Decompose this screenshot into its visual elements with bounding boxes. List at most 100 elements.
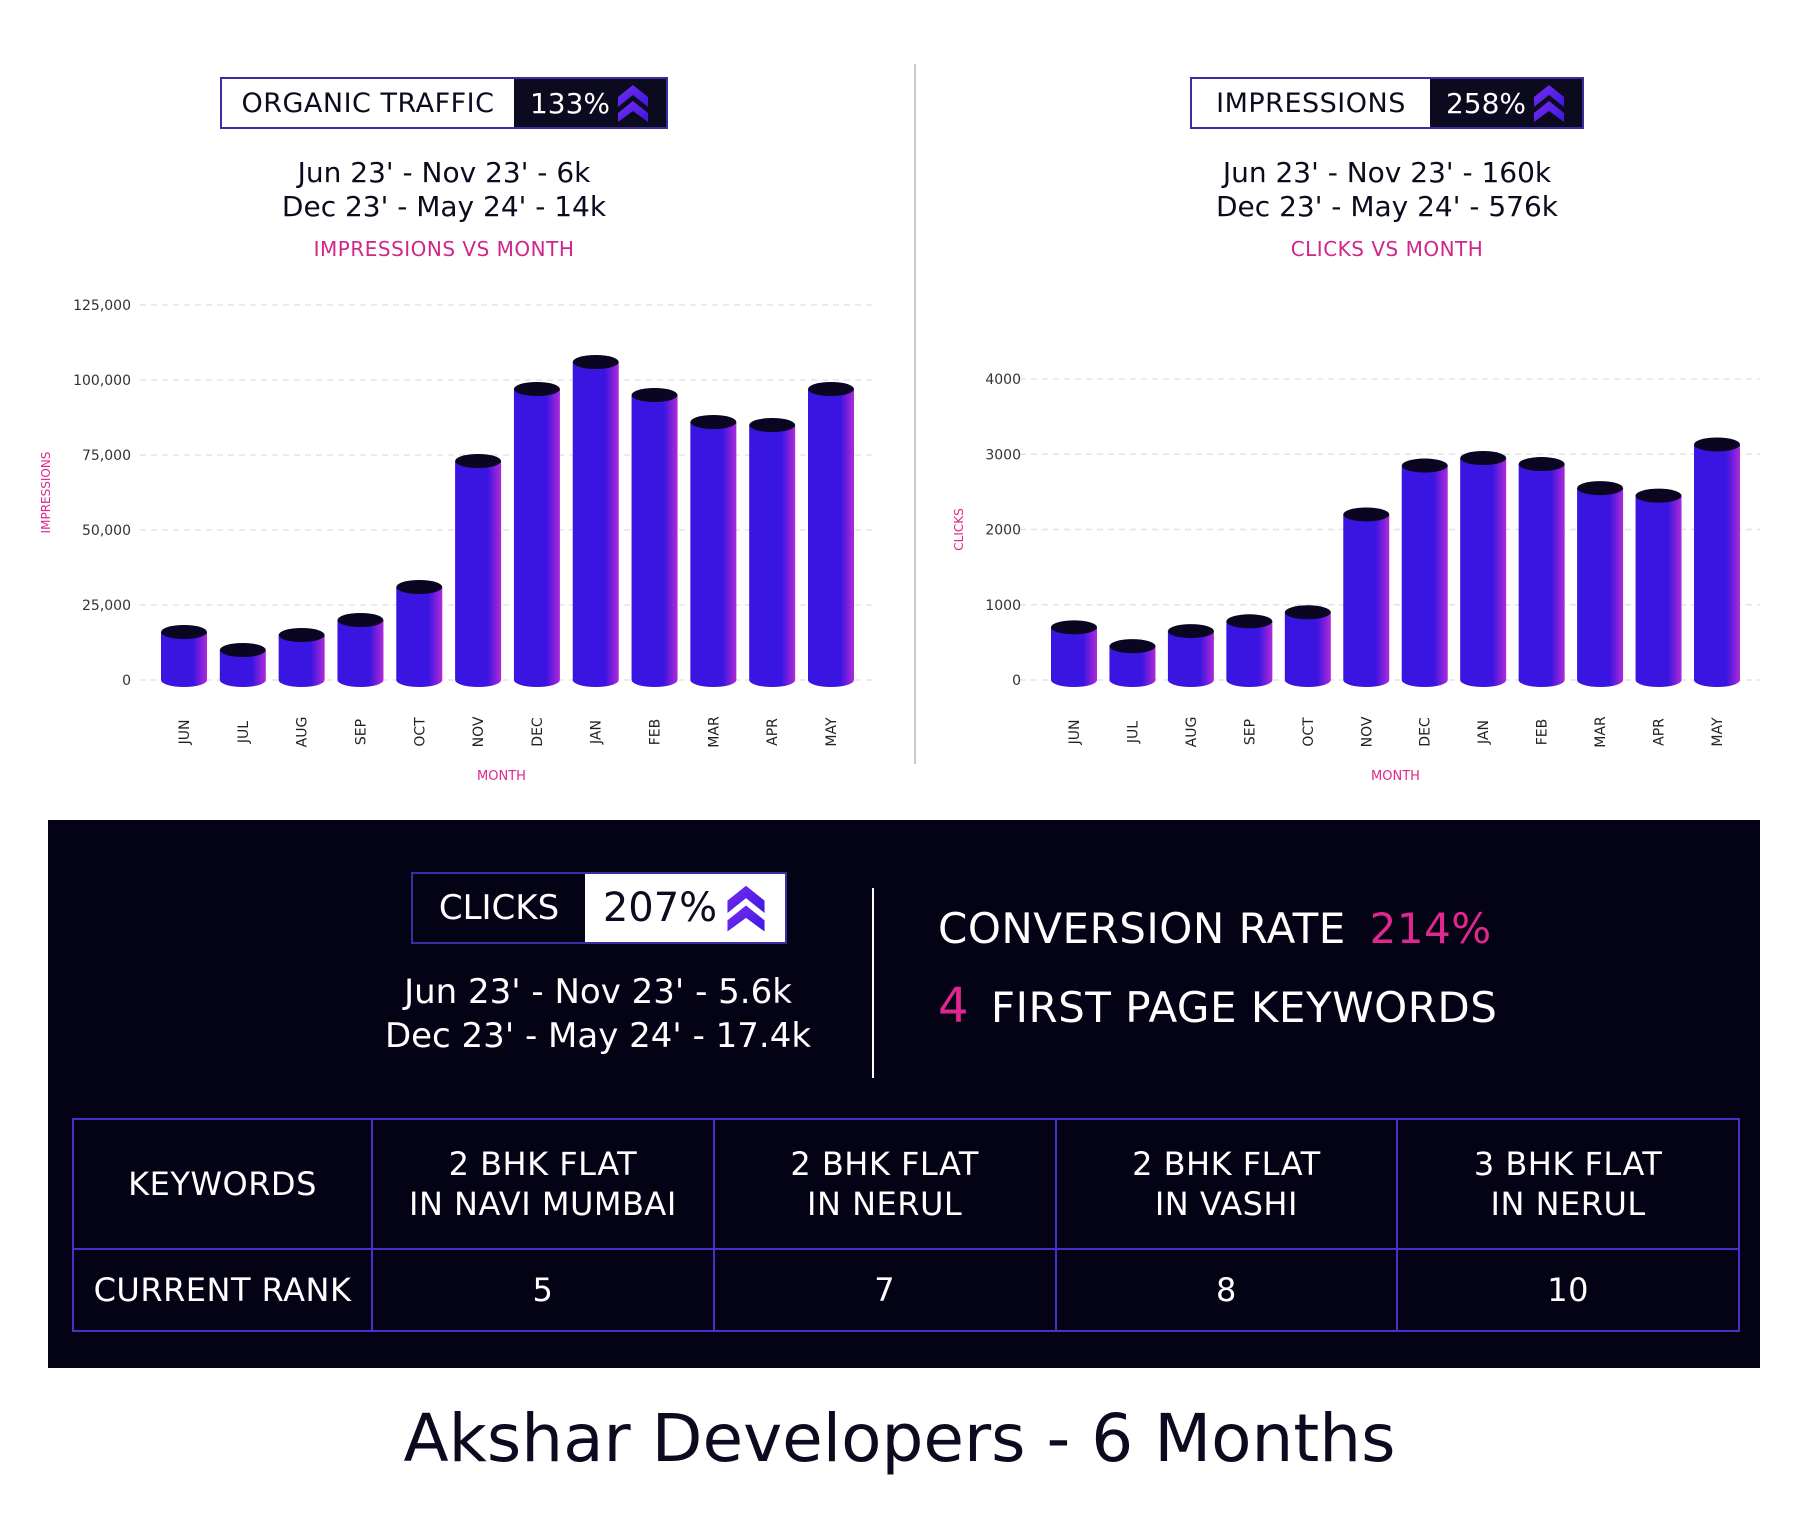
bar (749, 418, 796, 687)
bar-top (513, 382, 560, 396)
right-range-1: Jun 23' - Nov 23' - 160k (1222, 156, 1552, 189)
double-chevron-up-icon (727, 885, 765, 932)
x-tick-label: DEC (1418, 717, 1434, 747)
x-tick-label: DEC (530, 717, 546, 747)
bar-body (1051, 627, 1097, 687)
bar-top (631, 388, 678, 402)
clicks-bar-chart: 0 1000 2000 3000 4000 CLICKS JUN JUL AUG SEP OCT NO… (952, 372, 1760, 784)
keyword-line: 2 BHK FLAT (448, 1145, 638, 1183)
conversion-value: 214% (1369, 904, 1492, 953)
keyword-line: 3 BHK FLAT (1473, 1145, 1663, 1183)
bar-body (631, 395, 678, 687)
bar (690, 415, 737, 687)
organic-traffic-badge: ORGANIC TRAFFIC 133% (220, 77, 668, 129)
left-range: Jun 23' - Nov 23' - 6k Dec 23' - May 24'… (180, 156, 708, 224)
x-tick-label: JAN (1476, 720, 1492, 745)
table-cell: 2 BHK FLAT IN NERUL (712, 1118, 1057, 1250)
x-tick-label: NOV (471, 716, 487, 747)
bar-top (1694, 437, 1740, 452)
bar-body (1284, 612, 1331, 687)
bar (1167, 624, 1214, 687)
bar (278, 628, 325, 687)
x-tick-label: NOV (1359, 716, 1375, 747)
bar-top (1167, 624, 1214, 639)
bar-top (337, 613, 384, 627)
bar-top (572, 355, 619, 369)
summary-panel: CLICKS 207% Jun 23' - Nov 23' - 5.6k Dec… (48, 820, 1760, 1368)
x-tick-label: JUL (1125, 721, 1141, 744)
bar-body (1460, 458, 1507, 687)
bar (1343, 507, 1390, 687)
bar-top (1577, 481, 1624, 496)
x-tick-label: AUG (1184, 717, 1200, 748)
y-tick-label: 75,000 (82, 448, 131, 464)
bar (572, 355, 619, 687)
table-cell: 3 BHK FLAT IN NERUL (1396, 1118, 1740, 1250)
bar-body (161, 632, 207, 687)
bar-top (219, 643, 266, 657)
bar (513, 382, 560, 687)
conversion-rate-stat: CONVERSION RATE 214% (938, 904, 1492, 953)
bar (1635, 488, 1682, 687)
x-tick-label: SEP (353, 719, 369, 745)
y-axis-label: CLICKS (952, 508, 966, 550)
x-tick-label: JUN (1067, 720, 1083, 746)
bar-top (1226, 614, 1273, 629)
keyword-line: IN NERUL (807, 1185, 963, 1223)
badge-label: IMPRESSIONS (1192, 79, 1430, 127)
y-tick-label: 3000 (985, 447, 1021, 463)
keywords-table: KEYWORDS 2 BHK FLAT IN NAVI MUMBAI 2 BHK … (72, 1118, 1740, 1332)
left-chart-subtitle: IMPRESSIONS VS MONTH (313, 237, 575, 261)
bar-body (1226, 621, 1273, 687)
bar-body (1401, 465, 1448, 687)
clicks-range: Jun 23' - Nov 23' - 5.6k Dec 23' - May 2… (348, 970, 848, 1058)
bar-top (455, 454, 502, 468)
bar-top (749, 418, 796, 432)
keywords-count: 4 (938, 978, 970, 1034)
bar-top (278, 628, 325, 642)
clicks-badge: CLICKS 207% (411, 872, 787, 944)
bar-top (396, 580, 443, 594)
bar-top (1401, 458, 1448, 473)
badge-value: 258% (1445, 86, 1527, 120)
bar (1284, 605, 1331, 687)
footer-title: Akshar Developers - 6 Months (403, 1400, 1396, 1477)
bar (1577, 481, 1624, 687)
right-range-2: Dec 23' - May 24' - 576k (1216, 190, 1558, 223)
x-tick-label: MAR (1593, 716, 1609, 748)
bar-top (1343, 507, 1390, 522)
badge-value-box: 207% (585, 874, 785, 942)
bar (808, 382, 854, 687)
y-tick-label: 0 (122, 673, 131, 689)
bar-body (455, 461, 502, 687)
keyword-line: IN NAVI MUMBAI (409, 1185, 677, 1223)
x-tick-label: MAY (824, 717, 840, 747)
y-tick-label: 0 (1012, 673, 1021, 689)
clicks-range-2: Dec 23' - May 24' - 17.4k (384, 1016, 812, 1056)
bar-body (278, 635, 325, 687)
bar-body (1518, 464, 1565, 687)
x-tick-label: SEP (1242, 719, 1258, 745)
bar-top (808, 382, 854, 396)
table-header-row: KEYWORDS 2 BHK FLAT IN NAVI MUMBAI 2 BHK … (72, 1118, 1740, 1250)
badge-label: CLICKS (413, 874, 585, 942)
x-tick-label: JAN (589, 720, 605, 745)
keyword-line: 2 BHK FLAT (790, 1145, 979, 1183)
bar-body (690, 422, 737, 687)
bar-body (337, 620, 384, 687)
x-axis-label: MONTH (1371, 769, 1420, 784)
bar (455, 454, 502, 687)
bar-body (808, 389, 854, 687)
bar (1401, 458, 1448, 687)
y-axis-label: IMPRESSIONS (39, 452, 53, 534)
bar (396, 580, 443, 687)
bar-body (1343, 514, 1390, 687)
keyword-line: IN VASHI (1154, 1185, 1298, 1223)
bar (1109, 639, 1156, 687)
bar (161, 625, 207, 687)
double-chevron-up-icon (1534, 85, 1565, 122)
bar (631, 388, 678, 687)
table-cell: 7 (712, 1248, 1057, 1332)
y-tick-label: 1000 (985, 598, 1021, 614)
bar (337, 613, 384, 687)
